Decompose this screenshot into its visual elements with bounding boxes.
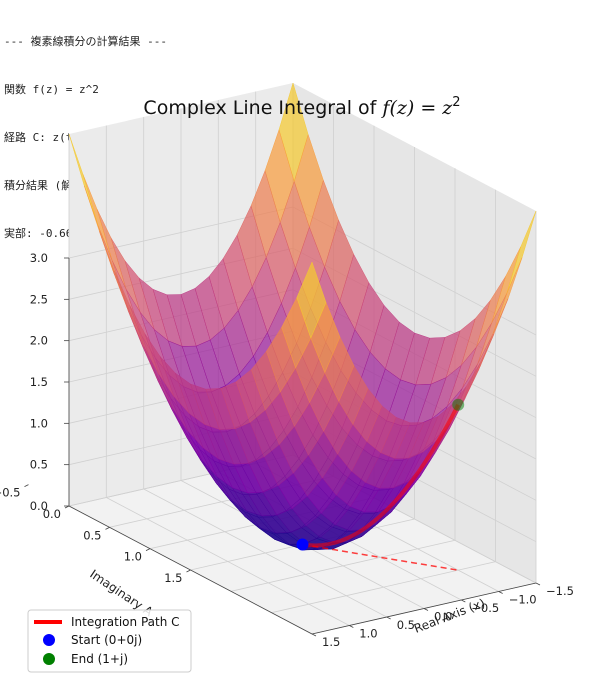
- x-tick-label: 1.0: [359, 627, 377, 641]
- legend-box: [27, 609, 192, 673]
- x-tick-label: 1.5: [322, 635, 340, 649]
- y-tick-mark: [186, 569, 191, 573]
- y-tick-label: 0.5: [83, 528, 101, 542]
- surface-patch: [296, 261, 327, 339]
- chart-title: Complex Line Integral of f(z) = z2: [143, 95, 460, 119]
- legend-start-swatch: [43, 634, 55, 646]
- z-tick-label: 0.5: [30, 458, 48, 472]
- z-tick-label: 2.5: [30, 292, 48, 306]
- x-tick-label: 0.5: [397, 618, 415, 632]
- path-line: [302, 403, 460, 548]
- x-tick-mark: [386, 616, 391, 620]
- integration-path: [296, 398, 465, 571]
- y-tick-mark: [105, 526, 110, 530]
- z-tick-label: 1.0: [30, 416, 48, 430]
- x-tick-mark: [498, 591, 503, 594]
- console-line-header: --- 複素線積分の計算結果 ---: [4, 35, 167, 48]
- x-tick-mark: [461, 599, 466, 603]
- console-line-function: 関数 f(z) = z^2: [4, 83, 99, 96]
- x-tick-label: −0.5: [471, 601, 499, 615]
- y-tick-label: −0.5: [0, 486, 21, 500]
- x-tick-mark: [535, 582, 541, 586]
- legend-path-label: Integration Path C: [71, 615, 180, 629]
- x-tick-label: 0.0: [434, 610, 452, 624]
- path-end-marker: [452, 398, 465, 411]
- y-tick-label: 0.0: [43, 507, 61, 521]
- z-tick-label: 3.0: [30, 251, 48, 265]
- x-tick-label: −1.0: [509, 593, 537, 607]
- y-tick-mark: [24, 484, 29, 488]
- chart-title-prefix: Complex Line Integral of: [143, 97, 382, 119]
- legend: Integration Path C Start (0+0j) End (1+j…: [27, 609, 192, 673]
- z-tick-label: 2.0: [30, 334, 48, 348]
- axis-ticks: −1.5−1.0−0.50.00.51.01.5−1.5−1.0−0.50.00…: [0, 251, 574, 649]
- y-tick-label: 1.5: [164, 571, 182, 585]
- legend-end-label: End (1+j): [71, 652, 128, 666]
- x-tick-mark: [423, 608, 429, 611]
- y-tick-label: 1.0: [124, 550, 142, 564]
- path-start-marker: [296, 538, 309, 551]
- x-tick-mark: [311, 633, 317, 637]
- z-tick-label: 1.5: [30, 375, 48, 389]
- chart-title-superscript: 2: [452, 95, 460, 110]
- chart-title-math: f(z) = z: [380, 97, 453, 119]
- legend-end-swatch: [43, 653, 55, 665]
- legend-start-label: Start (0+0j): [71, 633, 142, 647]
- surface-mesh: [68, 82, 537, 551]
- y-tick-mark: [145, 548, 151, 552]
- path-floor-projection: [302, 543, 459, 571]
- z-tick-label: 0.0: [30, 499, 48, 513]
- x-tick-mark: [349, 625, 354, 628]
- x-tick-label: −1.5: [546, 584, 574, 598]
